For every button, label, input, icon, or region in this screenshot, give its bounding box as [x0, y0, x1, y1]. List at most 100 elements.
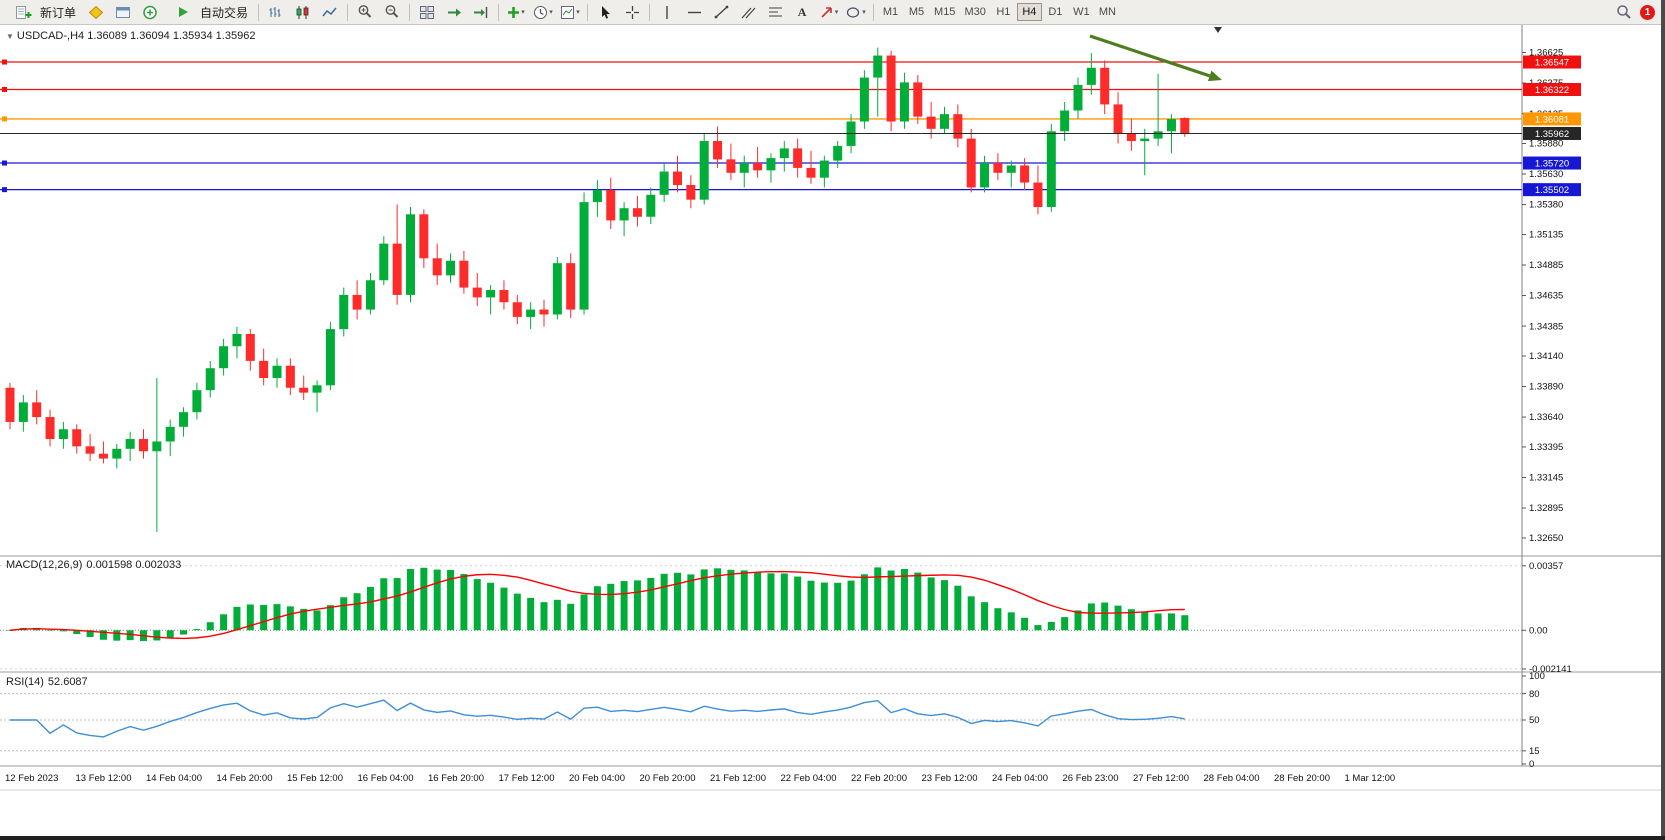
- bear-candle[interactable]: [432, 258, 442, 276]
- timeframe-button-d1[interactable]: D1: [1043, 3, 1068, 21]
- fibonacci-tool-icon[interactable]: [762, 1, 788, 23]
- bear-candle[interactable]: [392, 243, 402, 295]
- crosshair-icon[interactable]: [619, 1, 645, 23]
- bear-candle[interactable]: [713, 141, 723, 160]
- bull-candle[interactable]: [819, 160, 829, 178]
- bull-candle[interactable]: [1060, 110, 1070, 132]
- bear-candle[interactable]: [806, 167, 816, 178]
- bars-chart-type-icon[interactable]: [263, 1, 289, 23]
- bull-candle[interactable]: [406, 214, 415, 295]
- bear-candle[interactable]: [539, 309, 549, 315]
- bull-candle[interactable]: [339, 294, 349, 330]
- templates-icon[interactable]: ▾: [557, 1, 583, 23]
- timeframe-button-m5[interactable]: M5: [904, 3, 929, 21]
- tile-windows-icon[interactable]: [414, 1, 440, 23]
- bull-candle[interactable]: [1073, 84, 1083, 111]
- timeframe-button-h4[interactable]: H4: [1016, 3, 1042, 21]
- bear-candle[interactable]: [139, 439, 148, 452]
- timeframe-button-m15[interactable]: M15: [930, 3, 959, 21]
- timeframe-button-m30[interactable]: M30: [960, 3, 989, 21]
- zoom-out-icon[interactable]: [379, 1, 405, 23]
- bull-candle[interactable]: [646, 194, 656, 217]
- bull-candle[interactable]: [486, 290, 496, 298]
- timeframe-button-h1[interactable]: H1: [991, 3, 1016, 21]
- hline-handle-support-2[interactable]: [2, 187, 7, 193]
- bear-candle[interactable]: [285, 365, 295, 388]
- bear-candle[interactable]: [459, 260, 469, 288]
- bear-candle[interactable]: [98, 453, 108, 459]
- bull-candle[interactable]: [325, 329, 335, 386]
- collapse-triangle-icon[interactable]: ▼: [6, 32, 14, 41]
- bull-candle[interactable]: [446, 260, 456, 276]
- hline-handle-resistance-1[interactable]: [2, 59, 7, 65]
- chart-shift-marker[interactable]: [1214, 27, 1222, 33]
- trend-arrow-head[interactable]: [1207, 70, 1222, 82]
- bull-candle[interactable]: [192, 390, 202, 413]
- bull-candle[interactable]: [873, 55, 883, 78]
- bull-candle[interactable]: [699, 141, 709, 200]
- bear-candle[interactable]: [632, 208, 642, 217]
- bull-candle[interactable]: [779, 148, 789, 159]
- trend-arrow-line[interactable]: [1089, 34, 1211, 78]
- bear-candle[interactable]: [299, 387, 309, 393]
- hline-handle-pivot[interactable]: [2, 116, 7, 122]
- timeframe-button-mn[interactable]: MN: [1095, 3, 1120, 21]
- bear-candle[interactable]: [566, 263, 576, 310]
- channel-tool-icon[interactable]: [735, 1, 761, 23]
- bear-candle[interactable]: [1100, 67, 1110, 105]
- bear-candle[interactable]: [913, 82, 923, 117]
- hline-handle-resistance-2[interactable]: [2, 87, 7, 93]
- line-chart-type-icon[interactable]: [317, 1, 343, 23]
- bear-candle[interactable]: [726, 159, 736, 173]
- bear-candle[interactable]: [926, 116, 936, 129]
- bear-candle[interactable]: [419, 214, 429, 259]
- text-tool-icon[interactable]: A: [797, 4, 807, 19]
- cursor-icon[interactable]: [592, 1, 618, 23]
- chart-shift-icon[interactable]: [468, 1, 494, 23]
- bull-candle[interactable]: [1166, 119, 1176, 132]
- bear-candle[interactable]: [886, 55, 896, 122]
- bear-candle[interactable]: [32, 402, 42, 418]
- trendline-tool-icon[interactable]: [708, 1, 734, 23]
- candles-chart-type-icon[interactable]: [290, 1, 316, 23]
- periods-icon[interactable]: ▾: [530, 1, 556, 23]
- bear-candle[interactable]: [993, 163, 1003, 173]
- bull-candle[interactable]: [1086, 67, 1096, 85]
- bull-candle[interactable]: [659, 171, 669, 195]
- bull-candle[interactable]: [980, 163, 990, 188]
- bull-candle[interactable]: [18, 402, 28, 422]
- bear-candle[interactable]: [953, 114, 963, 139]
- bull-candle[interactable]: [232, 334, 242, 347]
- bull-candle[interactable]: [272, 365, 282, 378]
- new-order-button[interactable]: 新订单: [4, 2, 82, 22]
- autotrading-button[interactable]: 自动交易: [164, 2, 254, 22]
- bull-candle[interactable]: [592, 189, 602, 203]
- bear-candle[interactable]: [1126, 133, 1136, 142]
- arrow-tool-icon[interactable]: ▾: [816, 1, 842, 23]
- bear-candle[interactable]: [259, 360, 269, 378]
- bull-candle[interactable]: [526, 309, 536, 317]
- bear-candle[interactable]: [606, 189, 616, 221]
- vertical-line-tool-icon[interactable]: [654, 1, 680, 23]
- navigator-icon[interactable]: [137, 1, 163, 23]
- bear-candle[interactable]: [499, 290, 509, 303]
- zoom-in-icon[interactable]: [352, 1, 378, 23]
- bull-candle[interactable]: [833, 145, 843, 161]
- bear-candle[interactable]: [753, 163, 763, 171]
- bear-candle[interactable]: [1020, 165, 1030, 183]
- bear-candle[interactable]: [85, 446, 95, 454]
- bear-candle[interactable]: [245, 334, 255, 361]
- horizontal-line-tool-icon[interactable]: [681, 1, 707, 23]
- market-watch-icon[interactable]: [83, 1, 109, 23]
- bull-candle[interactable]: [219, 346, 229, 369]
- notification-badge[interactable]: 1: [1640, 4, 1655, 20]
- bull-candle[interactable]: [152, 441, 162, 452]
- bull-candle[interactable]: [1046, 131, 1056, 207]
- bull-candle[interactable]: [619, 208, 629, 221]
- timeframe-button-w1[interactable]: W1: [1069, 3, 1094, 21]
- bull-candle[interactable]: [766, 158, 776, 171]
- bull-candle[interactable]: [579, 202, 589, 310]
- search-icon[interactable]: [1611, 1, 1637, 23]
- bull-candle[interactable]: [940, 114, 949, 129]
